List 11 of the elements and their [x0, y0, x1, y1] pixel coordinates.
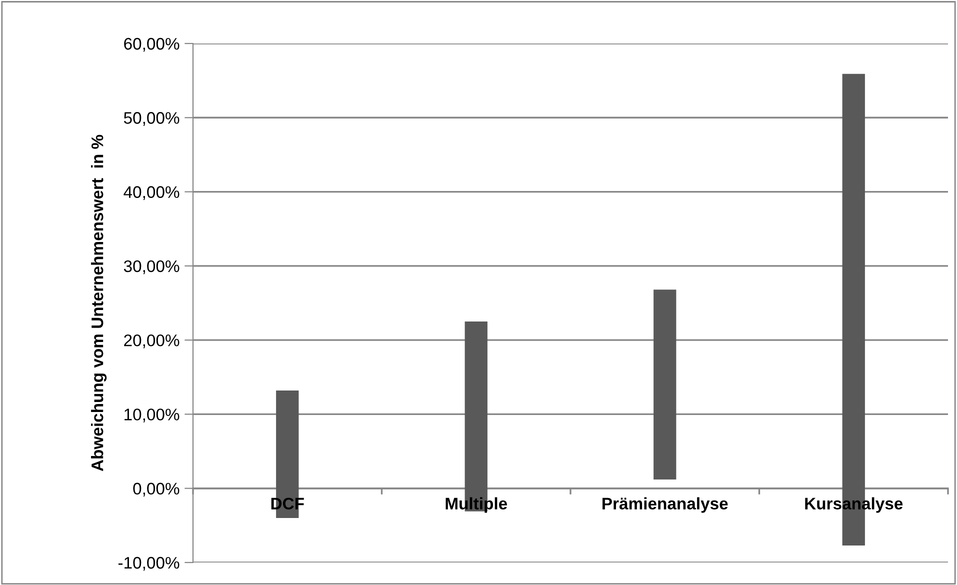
y-tick-label: 30,00%	[124, 260, 180, 274]
y-tick-label: -10,00%	[118, 556, 180, 571]
x-tick-label: Prämienanalyse	[602, 497, 728, 513]
bar	[654, 290, 676, 480]
y-tick-label: 50,00%	[124, 112, 180, 126]
y-tick-label: 40,00%	[124, 186, 180, 200]
y-tick-label: 60,00%	[124, 38, 180, 52]
y-tick-label: 10,00%	[124, 408, 180, 422]
y-axis-title: Abweichung vom Unternehmenswert in %	[91, 134, 107, 472]
y-tick-label: 20,00%	[124, 334, 180, 348]
y-tick-label: 0,00%	[133, 482, 180, 497]
